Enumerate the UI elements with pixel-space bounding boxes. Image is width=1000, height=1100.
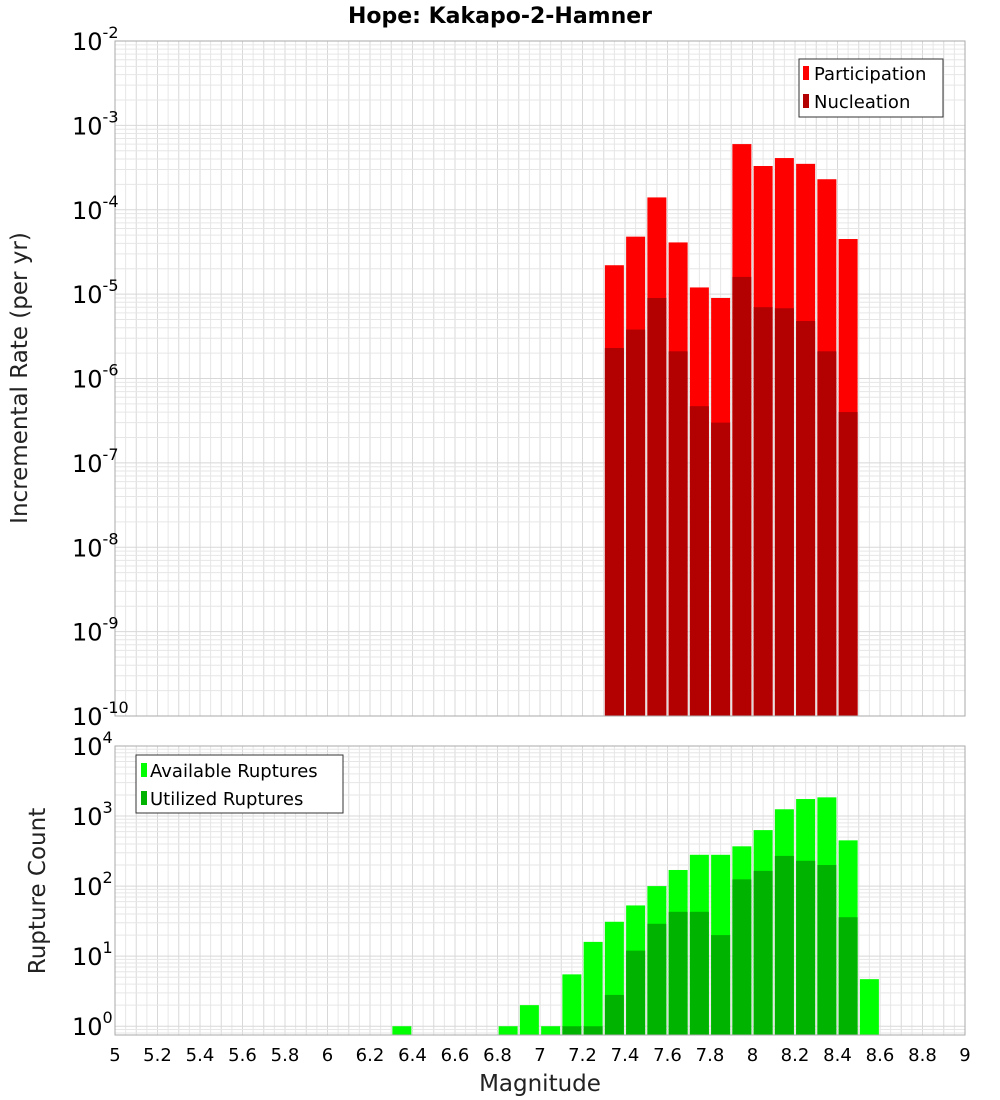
bottom-bar-utilized-ruptures <box>732 879 752 1035</box>
x-tick-label: 6.6 <box>441 1045 470 1066</box>
bottom-bar-utilized-ruptures <box>668 911 688 1035</box>
top-bar-nucleation <box>817 351 837 716</box>
bottom-bar-utilized-ruptures <box>817 865 837 1035</box>
bottom-bar-utilized-ruptures <box>583 1026 603 1035</box>
bottom-bar-available-ruptures <box>541 1026 561 1035</box>
top-y-tick-label: 10-6 <box>72 361 119 394</box>
x-tick-label: 8 <box>747 1045 758 1066</box>
top-bar-nucleation <box>838 412 858 716</box>
x-tick-label: 6.8 <box>483 1045 512 1066</box>
top-plot-frame <box>114 40 966 717</box>
legend-swatch-participation <box>803 66 809 80</box>
top-y-tick-label: 10-9 <box>72 614 119 647</box>
x-tick-label: 8.4 <box>823 1045 852 1066</box>
x-tick-label: 8.2 <box>781 1045 810 1066</box>
bottom-bar-utilized-ruptures <box>647 923 667 1035</box>
legend-label-participation: Participation <box>814 64 926 85</box>
top-y-tick-label: 10-8 <box>72 529 119 562</box>
bottom-bar-utilized-ruptures <box>711 935 731 1035</box>
legend-label-available: Available Ruptures <box>150 761 318 782</box>
x-tick-label: 5 <box>109 1045 120 1066</box>
x-tick-label: 7.6 <box>653 1045 682 1066</box>
top-bar-nucleation <box>753 307 773 716</box>
legend-swatch-nucleation <box>803 94 809 108</box>
top-y-tick-label: 10-2 <box>72 23 119 56</box>
bottom-y-axis-label: Rupture Count <box>25 808 51 974</box>
bottom-plot-bars <box>392 797 879 1035</box>
top-bar-nucleation <box>626 329 646 716</box>
bottom-legend: Available Ruptures Utilized Ruptures <box>135 754 344 814</box>
top-y-tick-label: 10-5 <box>72 276 119 309</box>
bottom-bar-utilized-ruptures <box>604 994 624 1035</box>
legend-swatch-utilized <box>141 791 147 805</box>
top-y-tick-label: 10-4 <box>72 192 119 225</box>
top-y-tick-label: 10-3 <box>72 107 119 140</box>
x-tick-label: 7.8 <box>696 1045 725 1066</box>
chart-title: Hope: Kakapo-2-Hamner <box>348 4 652 29</box>
bottom-bar-utilized-ruptures <box>838 917 858 1035</box>
x-tick-label: 5.2 <box>143 1045 172 1066</box>
top-y-axis-label: Incremental Rate (per yr) <box>7 232 33 524</box>
top-legend: Participation Nucleation <box>798 58 944 118</box>
top-y-tick-label: 10-7 <box>72 445 119 478</box>
bottom-plot-y-ticks: 100 101 102 103 104 <box>72 728 113 1041</box>
x-tick-label: 7.2 <box>568 1045 597 1066</box>
bottom-legend-box <box>135 754 344 814</box>
bottom-y-tick-label: 104 <box>72 728 113 761</box>
top-plot-y-ticks: 10-10 10-9 10-8 10-7 10-6 10-5 10-4 10-3 10-2 <box>72 23 129 731</box>
top-y-tick-label: 10-10 <box>72 698 129 731</box>
top-bar-nucleation <box>689 406 709 716</box>
bottom-bar-utilized-ruptures <box>774 855 794 1035</box>
x-tick-label: 8.8 <box>908 1045 937 1066</box>
x-axis-label: Magnitude <box>479 1071 601 1097</box>
x-axis-ticks: 5 5.2 5.4 5.6 5.8 6 6.2 6.4 6.6 6.8 7 7.2 7.4 7.6 7.8 8… <box>109 1045 970 1066</box>
x-tick-label: 6.2 <box>356 1045 385 1066</box>
top-plot-bars <box>604 144 858 717</box>
bottom-bar-available-ruptures <box>519 1005 539 1035</box>
x-tick-label: 5.6 <box>228 1045 257 1066</box>
bottom-bar-available-ruptures <box>392 1026 412 1035</box>
top-bar-nucleation <box>796 321 816 716</box>
x-tick-label: 6 <box>322 1045 333 1066</box>
bottom-bar-available-ruptures <box>562 974 582 1035</box>
bottom-bar-utilized-ruptures <box>796 860 816 1035</box>
top-bar-nucleation <box>647 297 667 716</box>
x-tick-label: 7.4 <box>611 1045 640 1066</box>
bottom-bar-available-ruptures <box>859 979 879 1035</box>
bottom-bar-available-ruptures <box>498 1026 518 1035</box>
bottom-bar-utilized-ruptures <box>626 950 646 1035</box>
x-tick-label: 5.8 <box>271 1045 300 1066</box>
top-bar-nucleation <box>668 351 688 716</box>
x-tick-label: 7 <box>534 1045 545 1066</box>
x-tick-label: 5.4 <box>186 1045 215 1066</box>
bottom-bar-utilized-ruptures <box>753 870 773 1035</box>
bottom-y-tick-label: 103 <box>72 798 113 831</box>
x-tick-label: 6.4 <box>398 1045 427 1066</box>
top-bar-nucleation <box>711 422 731 716</box>
legend-label-utilized: Utilized Ruptures <box>150 789 303 810</box>
bottom-y-tick-label: 101 <box>72 938 113 971</box>
top-bar-nucleation <box>732 276 752 716</box>
bottom-bar-utilized-ruptures <box>689 911 709 1035</box>
bottom-plot-frame <box>114 745 966 1036</box>
bottom-y-tick-label: 100 <box>72 1008 113 1041</box>
bottom-bar-available-ruptures <box>583 941 603 1035</box>
top-bar-nucleation <box>604 347 624 716</box>
top-legend-box <box>798 58 944 118</box>
top-plot-grid <box>115 41 965 716</box>
x-tick-label: 9 <box>959 1045 970 1066</box>
x-tick-label: 8.6 <box>866 1045 895 1066</box>
legend-swatch-available <box>141 763 147 777</box>
bottom-bar-utilized-ruptures <box>562 1026 582 1035</box>
legend-label-nucleation: Nucleation <box>814 92 910 113</box>
top-bar-nucleation <box>774 308 794 716</box>
bottom-y-tick-label: 102 <box>72 868 113 901</box>
